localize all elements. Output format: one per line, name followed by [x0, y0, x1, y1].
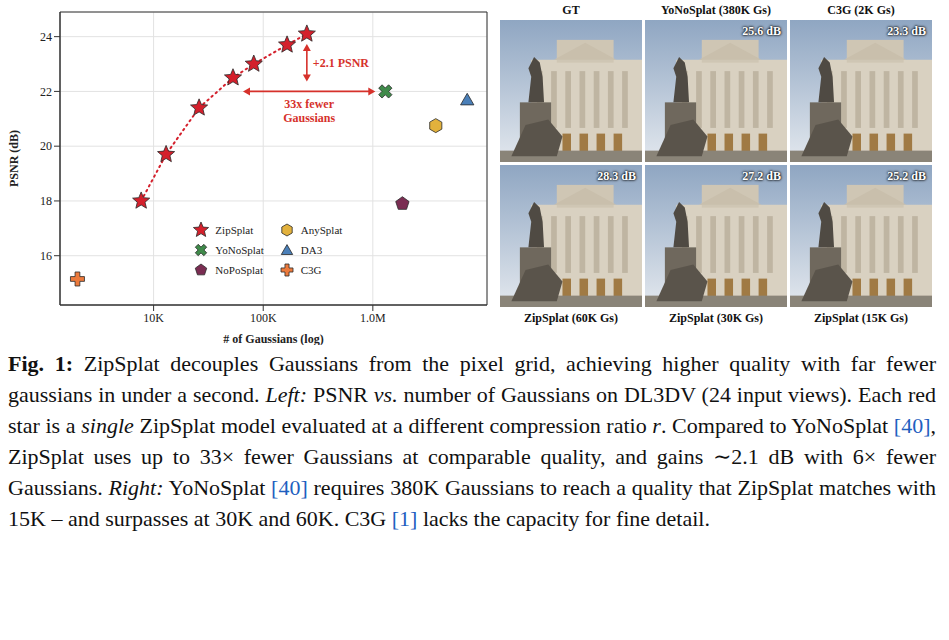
html-text:YoNoSplat (380K Gs): YoNoSplat (380K Gs): [661, 3, 771, 17]
html-text:23.3 dB: 23.3 dB: [887, 24, 926, 38]
svg-text:1.0M: 1.0M: [360, 311, 386, 325]
html-text:Fig. 1: ZipSplat decouples Gau: Fig. 1: ZipSplat decouples Gaussians fro…: [8, 351, 936, 531]
svg-text:24: 24: [40, 30, 52, 44]
html-text:C3G: C3G: [300, 264, 322, 276]
html-text:ZipSplat: ZipSplat: [215, 224, 254, 236]
html-text:AnySplat: AnySplat: [300, 224, 343, 236]
html-text:C3G (2K Gs): C3G (2K Gs): [827, 3, 895, 17]
html-text:GT: GT: [562, 3, 580, 17]
svg-text:+2.1 PSNR: +2.1 PSNR: [313, 56, 370, 70]
svg-text:22: 22: [40, 85, 52, 99]
svg-text:100K: 100K: [250, 311, 277, 325]
html-text:25.2 dB: 25.2 dB: [887, 169, 926, 183]
svg-text:10K: 10K: [143, 311, 164, 325]
html-text:25.6 dB: 25.6 dB: [742, 24, 781, 38]
svg-text:16: 16: [40, 249, 52, 263]
html-text:NoPoSplat: NoPoSplat: [215, 264, 263, 276]
html-text:ZipSplat (30K Gs): ZipSplat (30K Gs): [669, 311, 763, 325]
html-text:DA3: DA3: [300, 244, 323, 256]
html-text:ZipSplat (60K Gs): ZipSplat (60K Gs): [524, 311, 618, 325]
html-text:27.2 dB: 27.2 dB: [742, 169, 781, 183]
svg-text:# of Gaussians (log): # of Gaussians (log): [223, 332, 323, 345]
html-text:28.3 dB: 28.3 dB: [597, 169, 636, 183]
svg-text:20: 20: [40, 139, 52, 153]
html-text:ZipSplat (15K Gs): ZipSplat (15K Gs): [814, 311, 908, 325]
svg-text:33x fewerGaussians: 33x fewerGaussians: [283, 97, 335, 125]
svg-text:PSNR (dB): PSNR (dB): [7, 130, 21, 187]
svg-text:18: 18: [40, 194, 52, 208]
html-text:YoNoSplat: YoNoSplat: [215, 244, 264, 256]
